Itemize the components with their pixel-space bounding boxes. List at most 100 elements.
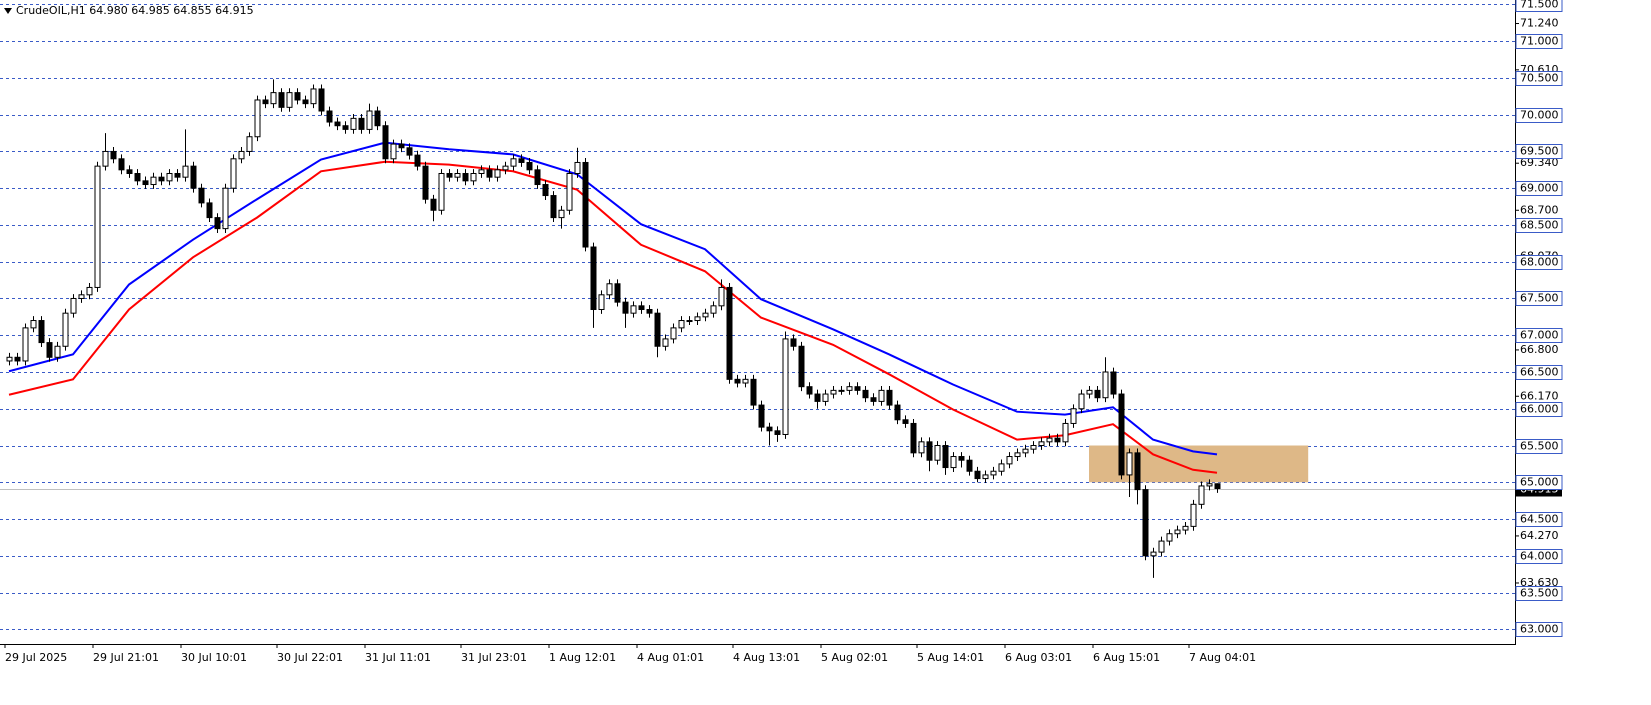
candle-body: [390, 143, 397, 160]
candle-body: [14, 356, 21, 362]
candle-body: [990, 470, 997, 476]
y-tick-label: 70.000: [1520, 109, 1559, 122]
candle-body: [182, 165, 189, 178]
candle-body: [350, 117, 357, 130]
candle-body: [22, 327, 29, 362]
candle-body: [878, 389, 885, 402]
candle-body: [94, 165, 101, 288]
y-tick-box: [1515, 144, 1563, 159]
candle-body: [502, 165, 509, 171]
moving-average-line: [8, 160, 1218, 474]
candle-body: [262, 99, 269, 105]
x-tick-label: 31 Jul 11:01: [365, 651, 431, 664]
candle-body: [110, 150, 117, 160]
candle-body: [822, 393, 829, 402]
x-tick-label: 6 Aug 15:01: [1093, 651, 1160, 664]
candle-body: [318, 88, 325, 112]
candle-body: [646, 309, 653, 314]
candle-body: [566, 172, 573, 211]
candle-body: [1150, 551, 1157, 557]
candle-body: [686, 320, 693, 323]
candle-body: [710, 305, 717, 314]
candle-body: [1102, 371, 1109, 399]
candle-body: [1134, 452, 1141, 491]
candle-body: [846, 386, 853, 391]
y-tick-label: 71.240: [1520, 17, 1559, 30]
candle-body: [1118, 393, 1125, 476]
y-tick-label: 63.630: [1520, 576, 1559, 589]
candle-body: [382, 125, 389, 160]
candle-body: [782, 338, 789, 435]
candle-body: [294, 92, 301, 101]
candle-body: [798, 345, 805, 388]
candle-body: [38, 320, 45, 344]
candle-body: [1086, 389, 1093, 395]
y-tick-label: 70.500: [1520, 72, 1559, 85]
candle-body: [222, 187, 229, 230]
y-tick-label: 69.340: [1520, 156, 1559, 169]
candle-body: [606, 283, 613, 296]
candle-body: [174, 172, 181, 178]
candle-body: [54, 345, 61, 358]
candle-body: [478, 169, 485, 174]
candle-body: [310, 88, 317, 105]
candle-body: [718, 286, 725, 307]
candle-body: [918, 441, 925, 454]
y-tick-label: 71.000: [1520, 35, 1559, 48]
candle-body: [6, 356, 13, 362]
candle-body: [326, 110, 333, 123]
candle-body: [1158, 540, 1165, 553]
candle-body: [662, 338, 669, 347]
candle-body: [1062, 422, 1069, 443]
x-tick-label: 31 Jul 23:01: [461, 651, 527, 664]
candle-body: [1078, 393, 1085, 410]
candle-body: [1174, 529, 1181, 535]
candle-body: [278, 92, 285, 108]
candle-body: [1126, 452, 1133, 476]
x-tick-label: 4 Aug 01:01: [637, 651, 704, 664]
candle-body: [302, 99, 309, 105]
candle-body: [726, 286, 733, 380]
candle-body: [598, 294, 605, 311]
candle-body: [614, 283, 621, 303]
x-tick-label: 5 Aug 02:01: [821, 651, 888, 664]
candle-body: [1198, 485, 1205, 505]
candle-body: [654, 312, 661, 347]
y-tick-label: 66.170: [1520, 389, 1559, 402]
candle-body: [1022, 448, 1029, 454]
y-tick-label: 64.500: [1520, 513, 1559, 526]
candle-body: [118, 158, 125, 171]
candle-body: [486, 169, 493, 178]
candle-body: [678, 320, 685, 329]
candle-body: [1070, 408, 1077, 424]
y-tick-label: 63.500: [1520, 587, 1559, 600]
candle-body: [1110, 371, 1117, 395]
candle-body: [446, 172, 453, 178]
candle-body: [462, 172, 469, 182]
candle-body: [454, 172, 461, 178]
candle-body: [910, 422, 917, 454]
y-tick-label: 68.000: [1520, 256, 1559, 269]
y-tick-box: [1515, 218, 1563, 233]
candle-body: [766, 426, 773, 432]
menu-triangle: [4, 8, 12, 14]
y-tick-label: 68.700: [1520, 203, 1559, 216]
candle-body: [950, 456, 957, 469]
candle-body: [70, 297, 77, 314]
candle-body: [966, 459, 973, 472]
candle-body: [838, 389, 845, 392]
candle-body: [438, 172, 445, 211]
y-tick-box: [1515, 586, 1563, 601]
candle-body: [166, 172, 173, 182]
y-tick-label: 68.500: [1520, 219, 1559, 232]
y-tick-label: 65.000: [1520, 476, 1559, 489]
y-tick-label: 66.800: [1520, 343, 1559, 356]
candle-body: [62, 312, 69, 347]
y-tick-label: 67.000: [1520, 329, 1559, 342]
candle-body: [862, 389, 869, 399]
candle-body: [494, 169, 501, 178]
candle-body: [358, 117, 365, 130]
x-tick-label: 29 Jul 21:01: [93, 651, 159, 664]
